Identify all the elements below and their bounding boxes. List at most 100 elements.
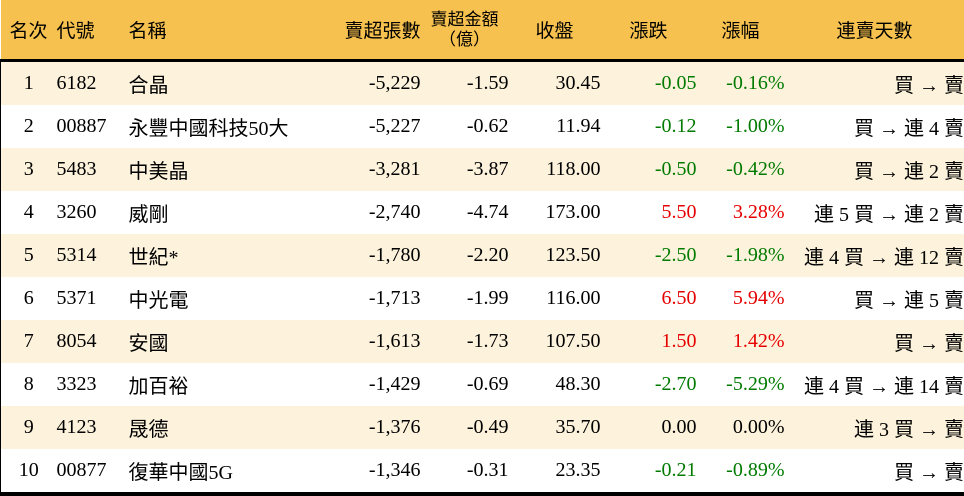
close-cell: 23.35 — [508, 449, 601, 496]
table-header: 名次 代號 名稱 賣超張數 賣超金額 （億） 收盤 漲跌 漲幅 連賣天數 — [0, 0, 964, 62]
rank-cell: 5 — [0, 234, 57, 277]
pct-cell: -0.16% — [726, 72, 785, 94]
table-row: 2 00887 永豐中國科技50大 -5,227 -0.62 11.94 -0.… — [0, 105, 964, 148]
days-cell: 買 → 連 5 賣 — [784, 277, 964, 320]
days-cell: 連 3 買 → 賣 — [784, 406, 964, 449]
rank-cell: 8 — [0, 363, 57, 406]
code-cell: 5371 — [56, 287, 97, 309]
pct-cell: 3.28% — [732, 201, 785, 223]
header-row: 名次 代號 名稱 賣超張數 賣超金額 （億） 收盤 漲跌 漲幅 連賣天數 — [0, 0, 964, 62]
close-cell: 116.00 — [546, 287, 601, 309]
change-cell: -2.70 — [654, 373, 697, 395]
change-cell: -2.50 — [654, 244, 697, 266]
name-cell: 中美晶 — [128, 161, 189, 183]
table-row: 4 3260 威剛 -2,740 -4.74 173.00 5.50 3.28%… — [0, 191, 964, 234]
rank-cell: 7 — [0, 320, 57, 363]
amount-cell: -3.87 — [466, 158, 509, 180]
change-cell: 6.50 — [661, 287, 697, 309]
name-cell: 世紀* — [128, 247, 179, 269]
shares-cell: -1,780 — [368, 244, 421, 266]
header-shares: 賣超張數 — [308, 0, 421, 62]
shares-cell: -1,376 — [368, 416, 421, 438]
shares-cell: -1,346 — [308, 449, 421, 496]
days-cell: 連 4 買 → 連 12 賣 — [784, 234, 964, 277]
header-close: 收盤 — [508, 0, 601, 62]
pct-cell: -5.29% — [726, 373, 785, 395]
table-body: 1 6182 合晶 -5,229 -1.59 30.45 -0.05 -0.16… — [0, 60, 964, 496]
shares-cell: -1,713 — [368, 287, 421, 309]
change-cell: -0.12 — [654, 115, 697, 137]
pct-cell: 5.94% — [732, 287, 785, 309]
code-cell: 3323 — [56, 373, 97, 395]
table-row: 6 5371 中光電 -1,713 -1.99 116.00 6.50 5.94… — [0, 277, 964, 320]
table-row: 3 5483 中美晶 -3,281 -3.87 118.00 -0.50 -0.… — [0, 148, 964, 191]
name-cell: 安國 — [128, 333, 169, 355]
rank-cell: 2 — [0, 105, 57, 148]
close-cell: 118.00 — [546, 158, 601, 180]
amount-cell: -1.99 — [466, 287, 509, 309]
days-cell: 買 → 連 2 賣 — [784, 148, 964, 191]
close-cell: 123.50 — [545, 244, 601, 266]
table-row: 7 8054 安國 -1,613 -1.73 107.50 1.50 1.42%… — [0, 320, 964, 363]
header-code: 代號 — [56, 0, 129, 62]
pct-cell: -0.42% — [726, 158, 785, 180]
change-cell: -0.21 — [600, 449, 697, 496]
amount-cell: -1.73 — [466, 330, 509, 352]
days-cell: 連 4 買 → 連 14 賣 — [784, 363, 964, 406]
days-cell: 買 → 連 4 賣 — [784, 105, 964, 148]
header-rank: 名次 — [0, 0, 57, 62]
pct-cell: -1.00% — [726, 115, 785, 137]
name-cell: 復華中國5G — [128, 449, 309, 496]
table-row: 9 4123 晟德 -1,376 -0.49 35.70 0.00 0.00% … — [0, 406, 964, 449]
table-row: 1 6182 合晶 -5,229 -1.59 30.45 -0.05 -0.16… — [0, 60, 964, 105]
shares-cell: -5,227 — [368, 115, 421, 137]
name-cell: 晟德 — [128, 419, 169, 441]
table-row: 10 00877 復華中國5G -1,346 -0.31 23.35 -0.21… — [0, 449, 964, 496]
amount-cell: -0.49 — [466, 416, 509, 438]
header-amount: 賣超金額 （億） — [420, 0, 509, 62]
close-cell: 107.50 — [545, 330, 601, 352]
code-cell: 00877 — [56, 449, 129, 496]
rank-cell: 9 — [0, 406, 57, 449]
change-cell: -0.50 — [654, 158, 697, 180]
shares-cell: -1,429 — [368, 373, 421, 395]
amount-cell: -0.62 — [466, 115, 509, 137]
header-name: 名稱 — [128, 0, 309, 62]
shares-cell: -1,613 — [368, 330, 421, 352]
close-cell: 35.70 — [555, 416, 601, 438]
table-row: 8 3323 加百裕 -1,429 -0.69 48.30 -2.70 -5.2… — [0, 363, 964, 406]
change-cell: 5.50 — [661, 201, 697, 223]
pct-cell: -1.98% — [726, 244, 785, 266]
close-cell: 173.00 — [545, 201, 601, 223]
amount-cell: -0.69 — [466, 373, 509, 395]
shares-cell: -5,229 — [368, 72, 421, 94]
rank-cell: 3 — [0, 148, 57, 191]
days-cell: 連 5 買 → 連 2 賣 — [784, 191, 964, 234]
close-cell: 48.30 — [555, 373, 601, 395]
shares-cell: -2,740 — [368, 201, 421, 223]
days-cell: 買 → 賣 — [784, 320, 964, 363]
header-pct: 漲幅 — [696, 0, 785, 62]
amount-cell: -1.59 — [466, 72, 509, 94]
rank-cell: 4 — [0, 191, 57, 234]
code-cell: 5483 — [56, 158, 97, 180]
code-cell: 00887 — [56, 115, 107, 137]
code-cell: 5314 — [56, 244, 97, 266]
header-change: 漲跌 — [600, 0, 697, 62]
code-cell: 3260 — [56, 201, 97, 223]
shares-cell: -3,281 — [368, 158, 421, 180]
pct-cell: -0.89% — [696, 449, 785, 496]
name-cell: 威剛 — [128, 204, 169, 226]
change-cell: 1.50 — [661, 330, 697, 352]
amount-cell: -2.20 — [466, 244, 509, 266]
days-cell: 買 → 賣 — [784, 60, 964, 105]
rank-cell: 10 — [0, 449, 57, 496]
name-cell: 加百裕 — [128, 376, 189, 398]
name-cell: 中光電 — [128, 290, 189, 312]
close-cell: 30.45 — [555, 72, 601, 94]
header-days: 連賣天數 — [784, 0, 964, 62]
pct-cell: 1.42% — [732, 330, 785, 352]
table-row: 5 5314 世紀* -1,780 -2.20 123.50 -2.50 -1.… — [0, 234, 964, 277]
code-cell: 4123 — [56, 416, 97, 438]
rank-cell: 6 — [0, 277, 57, 320]
